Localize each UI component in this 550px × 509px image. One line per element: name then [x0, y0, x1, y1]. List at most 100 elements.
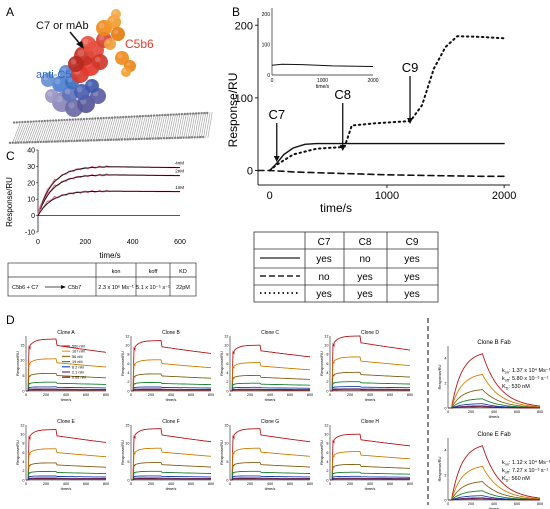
- lipid-head: [22, 141, 26, 144]
- tick-label: 600: [83, 482, 89, 486]
- panel-a-letter: A: [6, 5, 14, 19]
- lipid-tail: [95, 118, 103, 142]
- tick-label: 4: [226, 371, 228, 375]
- lipid-tail: [139, 116, 146, 141]
- tick-label: 400: [63, 393, 69, 397]
- lipid-tail: [40, 122, 49, 144]
- lipid-head: [192, 112, 195, 115]
- lipid-head: [57, 119, 60, 122]
- lipid-tail: [152, 115, 159, 140]
- sensorgram-fit: [330, 372, 411, 392]
- lipid-tail: [119, 117, 127, 141]
- c-y-tick-label: 20: [27, 180, 35, 187]
- tick-label: 2: [444, 382, 446, 386]
- lipid-head: [185, 136, 188, 139]
- sensorgram-xlabel: time/s: [61, 486, 72, 491]
- tick-label: 600: [287, 393, 293, 397]
- sensorgram-fit: [131, 477, 211, 481]
- lipid-head: [175, 113, 178, 116]
- lipid-head: [67, 139, 71, 143]
- protein-highlight: [76, 86, 83, 93]
- table-b-cell: yes: [404, 254, 420, 265]
- lipid-head: [180, 112, 184, 116]
- tick-label: 400: [267, 482, 273, 486]
- lipid-tail: [187, 113, 194, 139]
- sensorgram-fit: [330, 388, 410, 392]
- lipid-head: [106, 138, 110, 142]
- sensorgram-fit: [26, 471, 106, 481]
- panel-c-letter: C: [6, 149, 15, 163]
- sensorgram-fit: [230, 383, 310, 392]
- tick-label: 4: [326, 371, 328, 375]
- tick-label: 800: [208, 393, 214, 397]
- subscript: D: [506, 479, 509, 483]
- c-x-tick-label: 0: [36, 239, 40, 246]
- protein-highlight: [68, 102, 75, 109]
- fab-kinetics: KD: 530 nM: [502, 384, 530, 391]
- protein-domain: [68, 56, 84, 72]
- panel-b-letter: B: [232, 5, 240, 19]
- lipid-head: [92, 139, 96, 142]
- lipid-tail: [88, 119, 96, 142]
- y-tick-label: 200: [235, 20, 253, 32]
- protein-highlight: [54, 78, 61, 85]
- lipid-head: [18, 121, 21, 124]
- antic5-label: anti-C5: [36, 69, 71, 81]
- lipid-head: [166, 113, 170, 117]
- table-c-header-kd: KD: [179, 269, 187, 275]
- protein-highlight: [113, 29, 119, 35]
- subscript: on: [505, 371, 509, 375]
- lipid-head: [104, 138, 107, 142]
- sensorgram-ylabel: Response/RU: [437, 456, 442, 481]
- sensorgram-title: Clone A: [57, 330, 75, 336]
- tick-label: 800: [407, 393, 413, 397]
- sensorgram-fit: [330, 464, 410, 481]
- sensorgram-ylabel: Response/RU: [120, 351, 125, 376]
- sensorgram-fit: [230, 471, 310, 481]
- tick-label: 0: [226, 389, 228, 393]
- legend-label: 19 nM: [72, 360, 83, 364]
- tick-label: 5: [226, 460, 228, 464]
- sensorgram-fit: [26, 373, 106, 392]
- tick-label: 0: [22, 389, 24, 393]
- tick-label: 10: [20, 432, 24, 436]
- panel-a-illustration: C7 or mAb C5b6 anti-C5: [8, 9, 213, 145]
- sensorgram-fit: [330, 356, 411, 392]
- mab-pointer-arrow: [69, 31, 81, 45]
- lipid-head: [28, 141, 31, 144]
- sensorgram-clone-b-fab: 0 200 400 600 800 0 2 4 Clone B Fab time/s Respons…: [437, 340, 550, 419]
- sensorgram-fit: [448, 353, 541, 409]
- lipid-tail: [121, 117, 129, 141]
- sensorgram-xlabel: time/s: [61, 397, 72, 402]
- lipid-tail: [198, 112, 204, 139]
- tick-label: 2: [326, 469, 328, 473]
- lipid-head: [119, 116, 122, 119]
- sensorgram-title: Clone G: [261, 419, 279, 425]
- sensorgram-fit: [230, 362, 310, 392]
- sensorgram-ylabel: Response/RU: [219, 440, 224, 465]
- lipid-head: [68, 118, 72, 121]
- table-c-reaction-right: C5b7: [68, 285, 81, 291]
- lipid-head: [45, 140, 48, 143]
- c-fit-trace: [37, 174, 180, 216]
- lipid-head: [20, 141, 23, 144]
- lipid-head: [115, 138, 118, 141]
- lipid-head: [129, 138, 132, 141]
- lipid-tail: [194, 112, 200, 139]
- lipid-head: [21, 120, 24, 124]
- lipid-head: [80, 117, 83, 121]
- lipid-tail: [165, 114, 172, 140]
- lipid-head: [105, 116, 108, 120]
- sensorgram-fit: [448, 445, 541, 501]
- arrow-label-C9: C9: [402, 60, 419, 75]
- tick-label: 5: [22, 374, 24, 378]
- sensorgram-fit: [448, 466, 541, 501]
- tick-label: 0: [444, 498, 446, 502]
- lipid-tail: [104, 118, 112, 142]
- table-c-kd: 22pM: [176, 285, 190, 291]
- tick-label: 400: [491, 410, 497, 414]
- lipid-head: [98, 138, 101, 142]
- sensorgram-ylabel: Response/RU: [437, 364, 442, 389]
- tick-label: 0: [127, 389, 129, 393]
